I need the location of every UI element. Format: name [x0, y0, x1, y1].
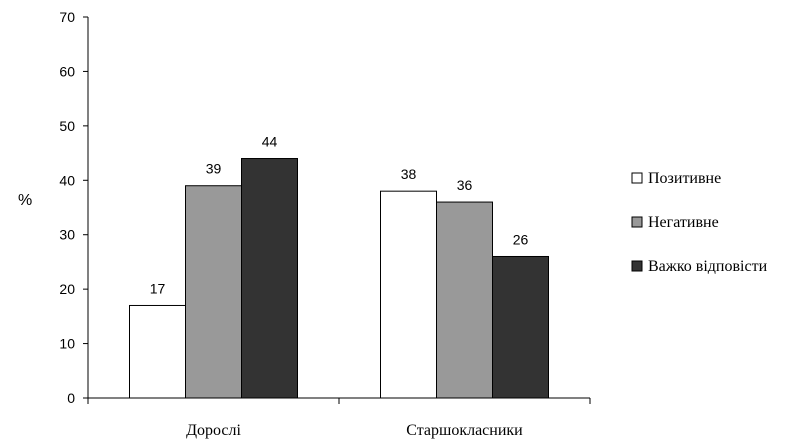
- bar: [380, 190, 437, 399]
- legend-swatch: [631, 172, 643, 184]
- y-tick-label: 40: [59, 172, 75, 188]
- plot-area: 0 10 20 30 40 50 60 70 17 39 44 Дорослі 38 36 26 Старшо…: [59, 9, 591, 439]
- x-category-label: Дорослі: [186, 422, 241, 439]
- y-tick-label: 70: [59, 9, 75, 25]
- bar: [129, 304, 186, 399]
- legend-label: Важко відповісти: [648, 258, 768, 275]
- y-tick-label: 50: [59, 118, 75, 134]
- bar: [241, 158, 298, 399]
- y-tick-label: 60: [59, 63, 75, 79]
- data-label: 38: [401, 166, 417, 182]
- y-tick-label: 20: [59, 281, 75, 297]
- legend: Позитивне Негативне Важко відповісти: [631, 170, 768, 275]
- legend-label: Негативне: [648, 214, 719, 231]
- bar: [492, 255, 549, 399]
- y-tick-label: 30: [59, 227, 75, 243]
- data-label: 39: [206, 161, 222, 177]
- y-axis-label: %: [18, 192, 32, 209]
- data-label: 44: [262, 134, 278, 150]
- bar: [185, 185, 242, 399]
- y-tick-label: 10: [59, 336, 75, 352]
- data-label: 26: [513, 231, 529, 247]
- y-tick-label: 0: [67, 390, 75, 406]
- bar: [436, 201, 493, 399]
- legend-swatch: [631, 216, 643, 228]
- data-label: 36: [457, 177, 473, 193]
- x-category-label: Старшокласники: [406, 422, 523, 439]
- legend-label: Позитивне: [648, 170, 721, 187]
- legend-swatch: [631, 260, 643, 272]
- data-label: 17: [150, 280, 166, 296]
